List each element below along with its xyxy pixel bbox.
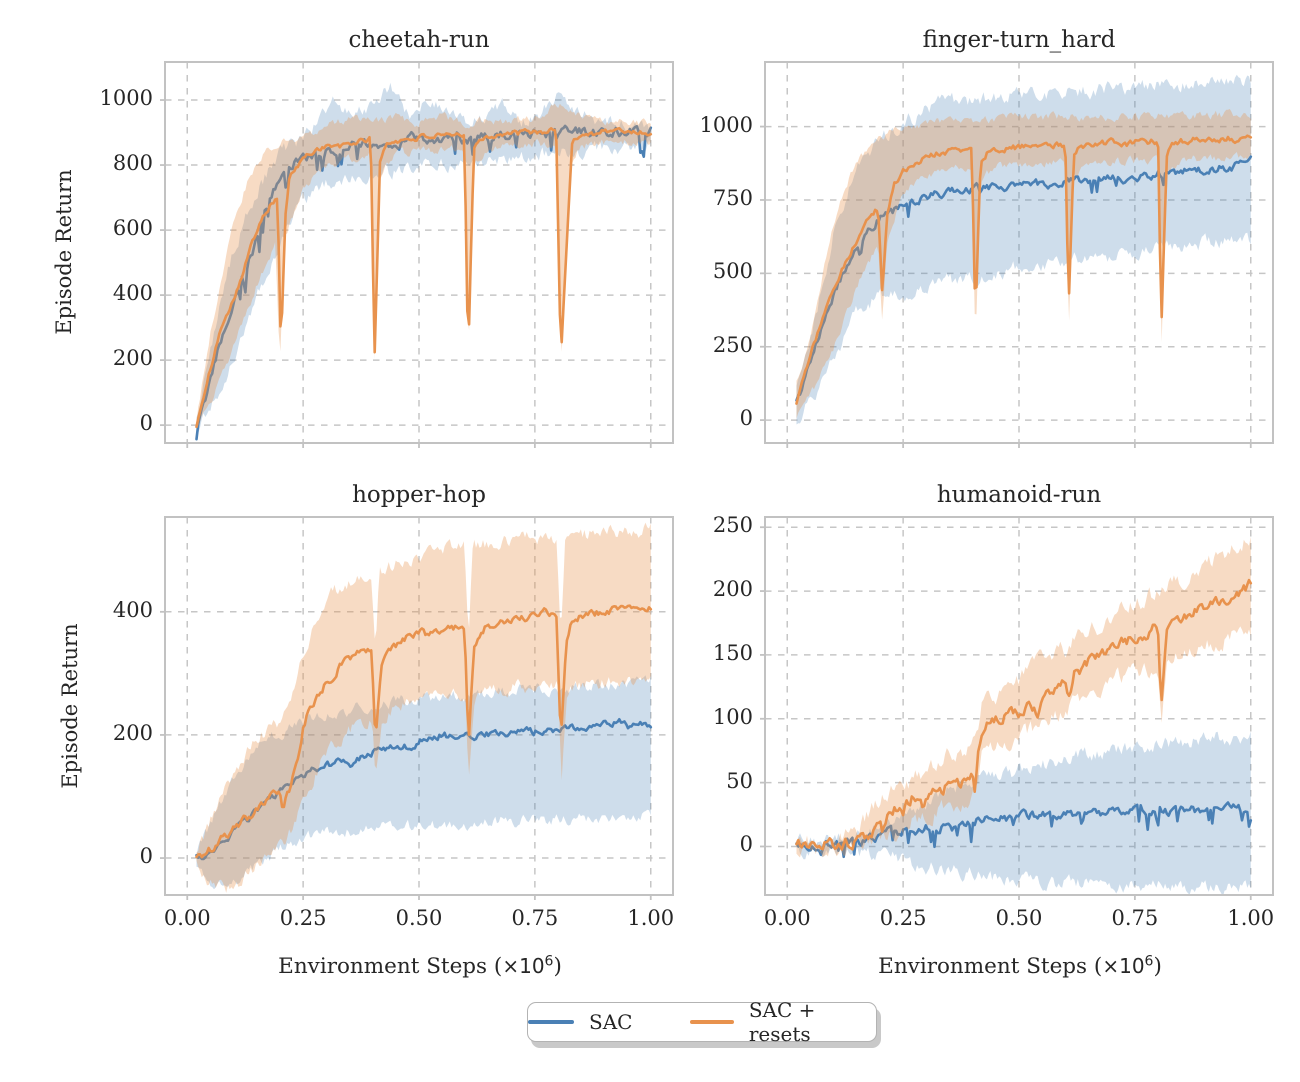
legend-shadow <box>643 1039 769 1047</box>
y-axis-label-bottom: Episode Return <box>58 623 82 789</box>
y-tick-label: 600 <box>112 216 153 241</box>
line-sac <box>195 124 653 441</box>
x-tick-label: 0.00 <box>163 906 211 930</box>
y-tick-label: 400 <box>112 281 153 306</box>
y-tick-label: 500 <box>712 259 753 284</box>
y-tick-label: 50 <box>726 768 753 793</box>
series-group <box>195 522 653 893</box>
x-tick-label: 1.00 <box>1227 906 1275 930</box>
line-sac-resets <box>195 604 653 859</box>
y-tick-label: 200 <box>712 577 753 602</box>
line-sac-resets <box>795 578 1253 851</box>
line-sac <box>795 155 1253 402</box>
axes-spine <box>164 61 674 444</box>
x-axis-label-left: Environment Steps (×106) <box>278 953 562 979</box>
axes-spine <box>764 516 1274 896</box>
y-tick-label: 150 <box>712 640 753 665</box>
subplot-hopper-hop: hopper-hop 0 200 400 0.00 0.25 0.50 0.75 1.00 <box>113 482 674 930</box>
y-tick-label: 200 <box>112 346 153 371</box>
y-tick-label: 100 <box>712 704 753 729</box>
subplot-humanoid-run: humanoid-run 0 50 100 150 200 250 0.00 0.25 0.50… <box>713 482 1274 930</box>
plot-title: finger-turn_hard <box>922 27 1116 53</box>
line-sac-resets <box>795 134 1253 405</box>
plot-title: hopper-hop <box>352 482 486 508</box>
axes-spine <box>164 516 674 896</box>
y-tick-label: 1000 <box>699 112 753 137</box>
line-sac-resets <box>195 127 653 429</box>
y-tick-label: 200 <box>112 720 153 745</box>
y-tick-label: 1000 <box>99 86 153 111</box>
subplot-cheetah-run: cheetah-run 0 200 400 600 800 1000 <box>100 27 674 448</box>
y-tick-label: 250 <box>712 513 753 538</box>
x-tick-label: 0.25 <box>279 906 327 930</box>
line-sac <box>795 801 1253 859</box>
y-tick-label: 0 <box>139 411 153 436</box>
y-tick-label: 400 <box>112 597 153 622</box>
plot-title: cheetah-run <box>348 27 490 53</box>
plot-area <box>160 516 674 900</box>
grid <box>165 62 673 443</box>
x-tick-label: 0.00 <box>763 906 811 930</box>
x-axis-label-right: Environment Steps (×106) <box>878 953 1162 979</box>
plot-area <box>160 61 674 448</box>
y-axis-label-top: Episode Return <box>52 169 76 335</box>
band-sac-resets <box>796 536 1251 858</box>
axes-spine <box>764 61 1274 444</box>
plot-area <box>760 516 1274 900</box>
legend-label-sac: SAC <box>589 1010 633 1034</box>
series-group <box>195 82 653 441</box>
x-tick-label: 1.00 <box>627 906 675 930</box>
band-sac <box>196 82 651 433</box>
band-sac <box>196 675 651 890</box>
grid <box>165 517 673 895</box>
legend: SAC SAC + resets <box>527 998 877 1046</box>
y-tick-label: 750 <box>712 185 753 210</box>
x-tick-label: 0.25 <box>879 906 927 930</box>
sac-resets-line-swatch <box>690 1020 734 1024</box>
legend-label-sac-resets: SAC + resets <box>748 998 816 1046</box>
series-group <box>795 74 1253 425</box>
y-tick-label: 250 <box>712 332 753 357</box>
band-sac <box>796 74 1251 425</box>
x-tick-label: 0.75 <box>511 906 559 930</box>
grid <box>765 62 1273 443</box>
y-tick-label: 0 <box>739 406 753 431</box>
sac-line-swatch <box>528 1020 574 1024</box>
x-tick-label: 0.50 <box>995 906 1043 930</box>
legend-item-sac: SAC <box>528 1010 632 1034</box>
x-tick-label: 0.50 <box>395 906 443 930</box>
y-tick-label: 800 <box>112 151 153 176</box>
legend-item-sac-resets: SAC + resets <box>690 998 876 1046</box>
band-sac <box>796 731 1251 895</box>
series-group <box>795 536 1253 895</box>
x-tick-label: 0.75 <box>1111 906 1159 930</box>
y-tick-label: 0 <box>739 832 753 857</box>
y-tick-label: 0 <box>139 844 153 869</box>
line-sac <box>195 718 653 861</box>
subplot-finger-turn-hard: finger-turn_hard 0 250 500 750 1000 <box>700 27 1274 448</box>
plot-title: humanoid-run <box>936 482 1102 508</box>
plot-area <box>760 61 1274 448</box>
